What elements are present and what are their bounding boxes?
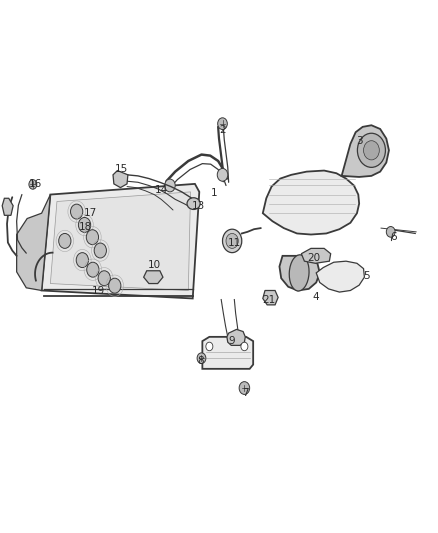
Polygon shape bbox=[227, 329, 245, 345]
Text: 16: 16 bbox=[29, 180, 42, 189]
Text: 8: 8 bbox=[197, 357, 204, 366]
Circle shape bbox=[218, 118, 227, 130]
Text: 2: 2 bbox=[219, 125, 226, 135]
Polygon shape bbox=[316, 261, 364, 292]
Text: 13: 13 bbox=[191, 201, 205, 211]
Text: 14: 14 bbox=[155, 185, 168, 195]
Text: 1: 1 bbox=[211, 188, 218, 198]
Circle shape bbox=[241, 342, 248, 351]
Polygon shape bbox=[342, 125, 389, 177]
Circle shape bbox=[165, 179, 175, 192]
Polygon shape bbox=[113, 171, 128, 188]
Text: 17: 17 bbox=[84, 208, 97, 218]
Polygon shape bbox=[263, 290, 278, 305]
Text: 15: 15 bbox=[115, 165, 128, 174]
Polygon shape bbox=[2, 198, 13, 215]
Circle shape bbox=[386, 227, 395, 237]
Text: 11: 11 bbox=[228, 238, 241, 247]
Circle shape bbox=[223, 229, 242, 253]
Ellipse shape bbox=[289, 255, 309, 291]
Circle shape bbox=[239, 382, 250, 394]
Circle shape bbox=[78, 217, 91, 232]
Circle shape bbox=[226, 233, 238, 248]
Text: 19: 19 bbox=[92, 286, 105, 296]
Polygon shape bbox=[301, 248, 331, 263]
Circle shape bbox=[29, 180, 37, 189]
Text: 21: 21 bbox=[262, 295, 276, 304]
Text: 4: 4 bbox=[312, 293, 319, 302]
Circle shape bbox=[197, 353, 206, 364]
Text: 3: 3 bbox=[356, 136, 363, 146]
Circle shape bbox=[59, 233, 71, 248]
Circle shape bbox=[364, 141, 379, 160]
Text: 18: 18 bbox=[79, 222, 92, 232]
Circle shape bbox=[87, 262, 99, 277]
Text: 20: 20 bbox=[307, 253, 320, 263]
Text: 7: 7 bbox=[242, 389, 249, 398]
Ellipse shape bbox=[187, 198, 200, 209]
Circle shape bbox=[206, 342, 213, 351]
Circle shape bbox=[217, 168, 228, 181]
Circle shape bbox=[94, 243, 106, 258]
Polygon shape bbox=[50, 192, 191, 290]
Text: 6: 6 bbox=[390, 232, 397, 242]
Polygon shape bbox=[17, 195, 50, 290]
Text: 10: 10 bbox=[148, 261, 161, 270]
Text: 9: 9 bbox=[229, 336, 236, 346]
Polygon shape bbox=[263, 171, 359, 235]
Circle shape bbox=[98, 271, 110, 286]
Circle shape bbox=[71, 204, 83, 219]
Circle shape bbox=[76, 253, 88, 268]
Circle shape bbox=[357, 133, 385, 167]
Circle shape bbox=[86, 230, 99, 245]
Polygon shape bbox=[42, 184, 199, 298]
Polygon shape bbox=[202, 337, 253, 369]
Circle shape bbox=[109, 278, 121, 293]
Polygon shape bbox=[144, 271, 163, 284]
Text: 5: 5 bbox=[363, 271, 370, 281]
Polygon shape bbox=[279, 256, 320, 290]
